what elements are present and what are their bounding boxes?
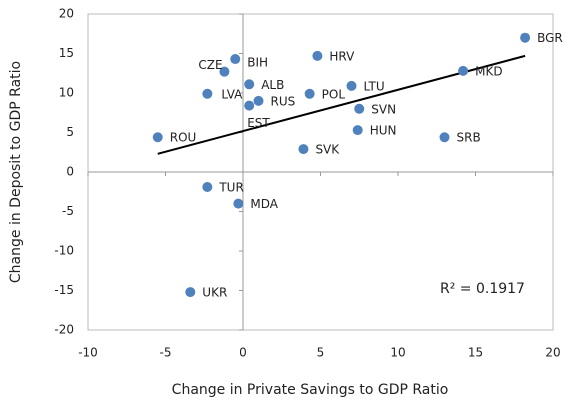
point	[298, 144, 309, 155]
x-tick-label: -10	[78, 346, 98, 360]
point	[304, 88, 315, 99]
point-label: RUS	[271, 94, 296, 108]
annotation: R² = 0.1917	[440, 281, 525, 297]
point	[219, 66, 230, 77]
point-label: TUR	[218, 181, 243, 195]
point-label: ALB	[261, 78, 284, 92]
point	[253, 95, 264, 106]
point-label: HRV	[329, 49, 355, 63]
y-axis-label: Change in Deposit to GDP Ratio	[8, 61, 24, 283]
y-tick-label: -5	[62, 204, 74, 218]
point-label: BIH	[247, 56, 268, 70]
point	[352, 125, 363, 136]
y-tick-label: 5	[66, 125, 74, 139]
x-axis-label: Change in Private Savings to GDP Ratio	[172, 382, 449, 398]
point-label: MDA	[250, 197, 278, 211]
point	[354, 103, 365, 114]
y-tick-label: 10	[59, 86, 74, 100]
point	[244, 100, 255, 111]
x-tick-label: 15	[468, 346, 483, 360]
point-label: LVA	[221, 87, 243, 101]
y-tick-label: 20	[59, 7, 74, 21]
point	[185, 287, 196, 298]
point	[312, 50, 323, 61]
point	[202, 88, 213, 99]
point-label: UKR	[202, 286, 227, 300]
y-tick-label: -10	[54, 244, 74, 258]
point	[458, 65, 469, 76]
point-label: LTU	[364, 79, 385, 93]
y-tick-label: 0	[66, 165, 74, 179]
y-tick-label: 15	[59, 46, 74, 60]
point-label: SRB	[457, 131, 481, 145]
x-tick-label: 0	[239, 346, 247, 360]
point	[439, 132, 450, 143]
point-label: MKD	[475, 64, 502, 78]
point	[520, 32, 531, 43]
point-label: SVK	[315, 143, 340, 157]
x-tick-label: 20	[545, 346, 560, 360]
y-tick-label: -20	[54, 323, 74, 337]
point-label: ROU	[170, 131, 197, 145]
point-label: HUN	[370, 124, 397, 138]
y-tick-label: -15	[54, 283, 74, 297]
point-label: POL	[322, 87, 346, 101]
point-label: EST	[247, 116, 270, 130]
point-label: SVN	[371, 102, 396, 116]
point	[346, 80, 357, 91]
point	[202, 182, 213, 193]
x-tick-label: 10	[390, 346, 405, 360]
x-tick-label: 5	[317, 346, 325, 360]
point-label: BGR	[537, 31, 563, 45]
point	[152, 132, 163, 143]
point	[244, 79, 255, 90]
point-label: CZE	[198, 58, 222, 72]
point	[230, 54, 241, 65]
point	[233, 198, 244, 209]
x-tick-label: -5	[160, 346, 172, 360]
